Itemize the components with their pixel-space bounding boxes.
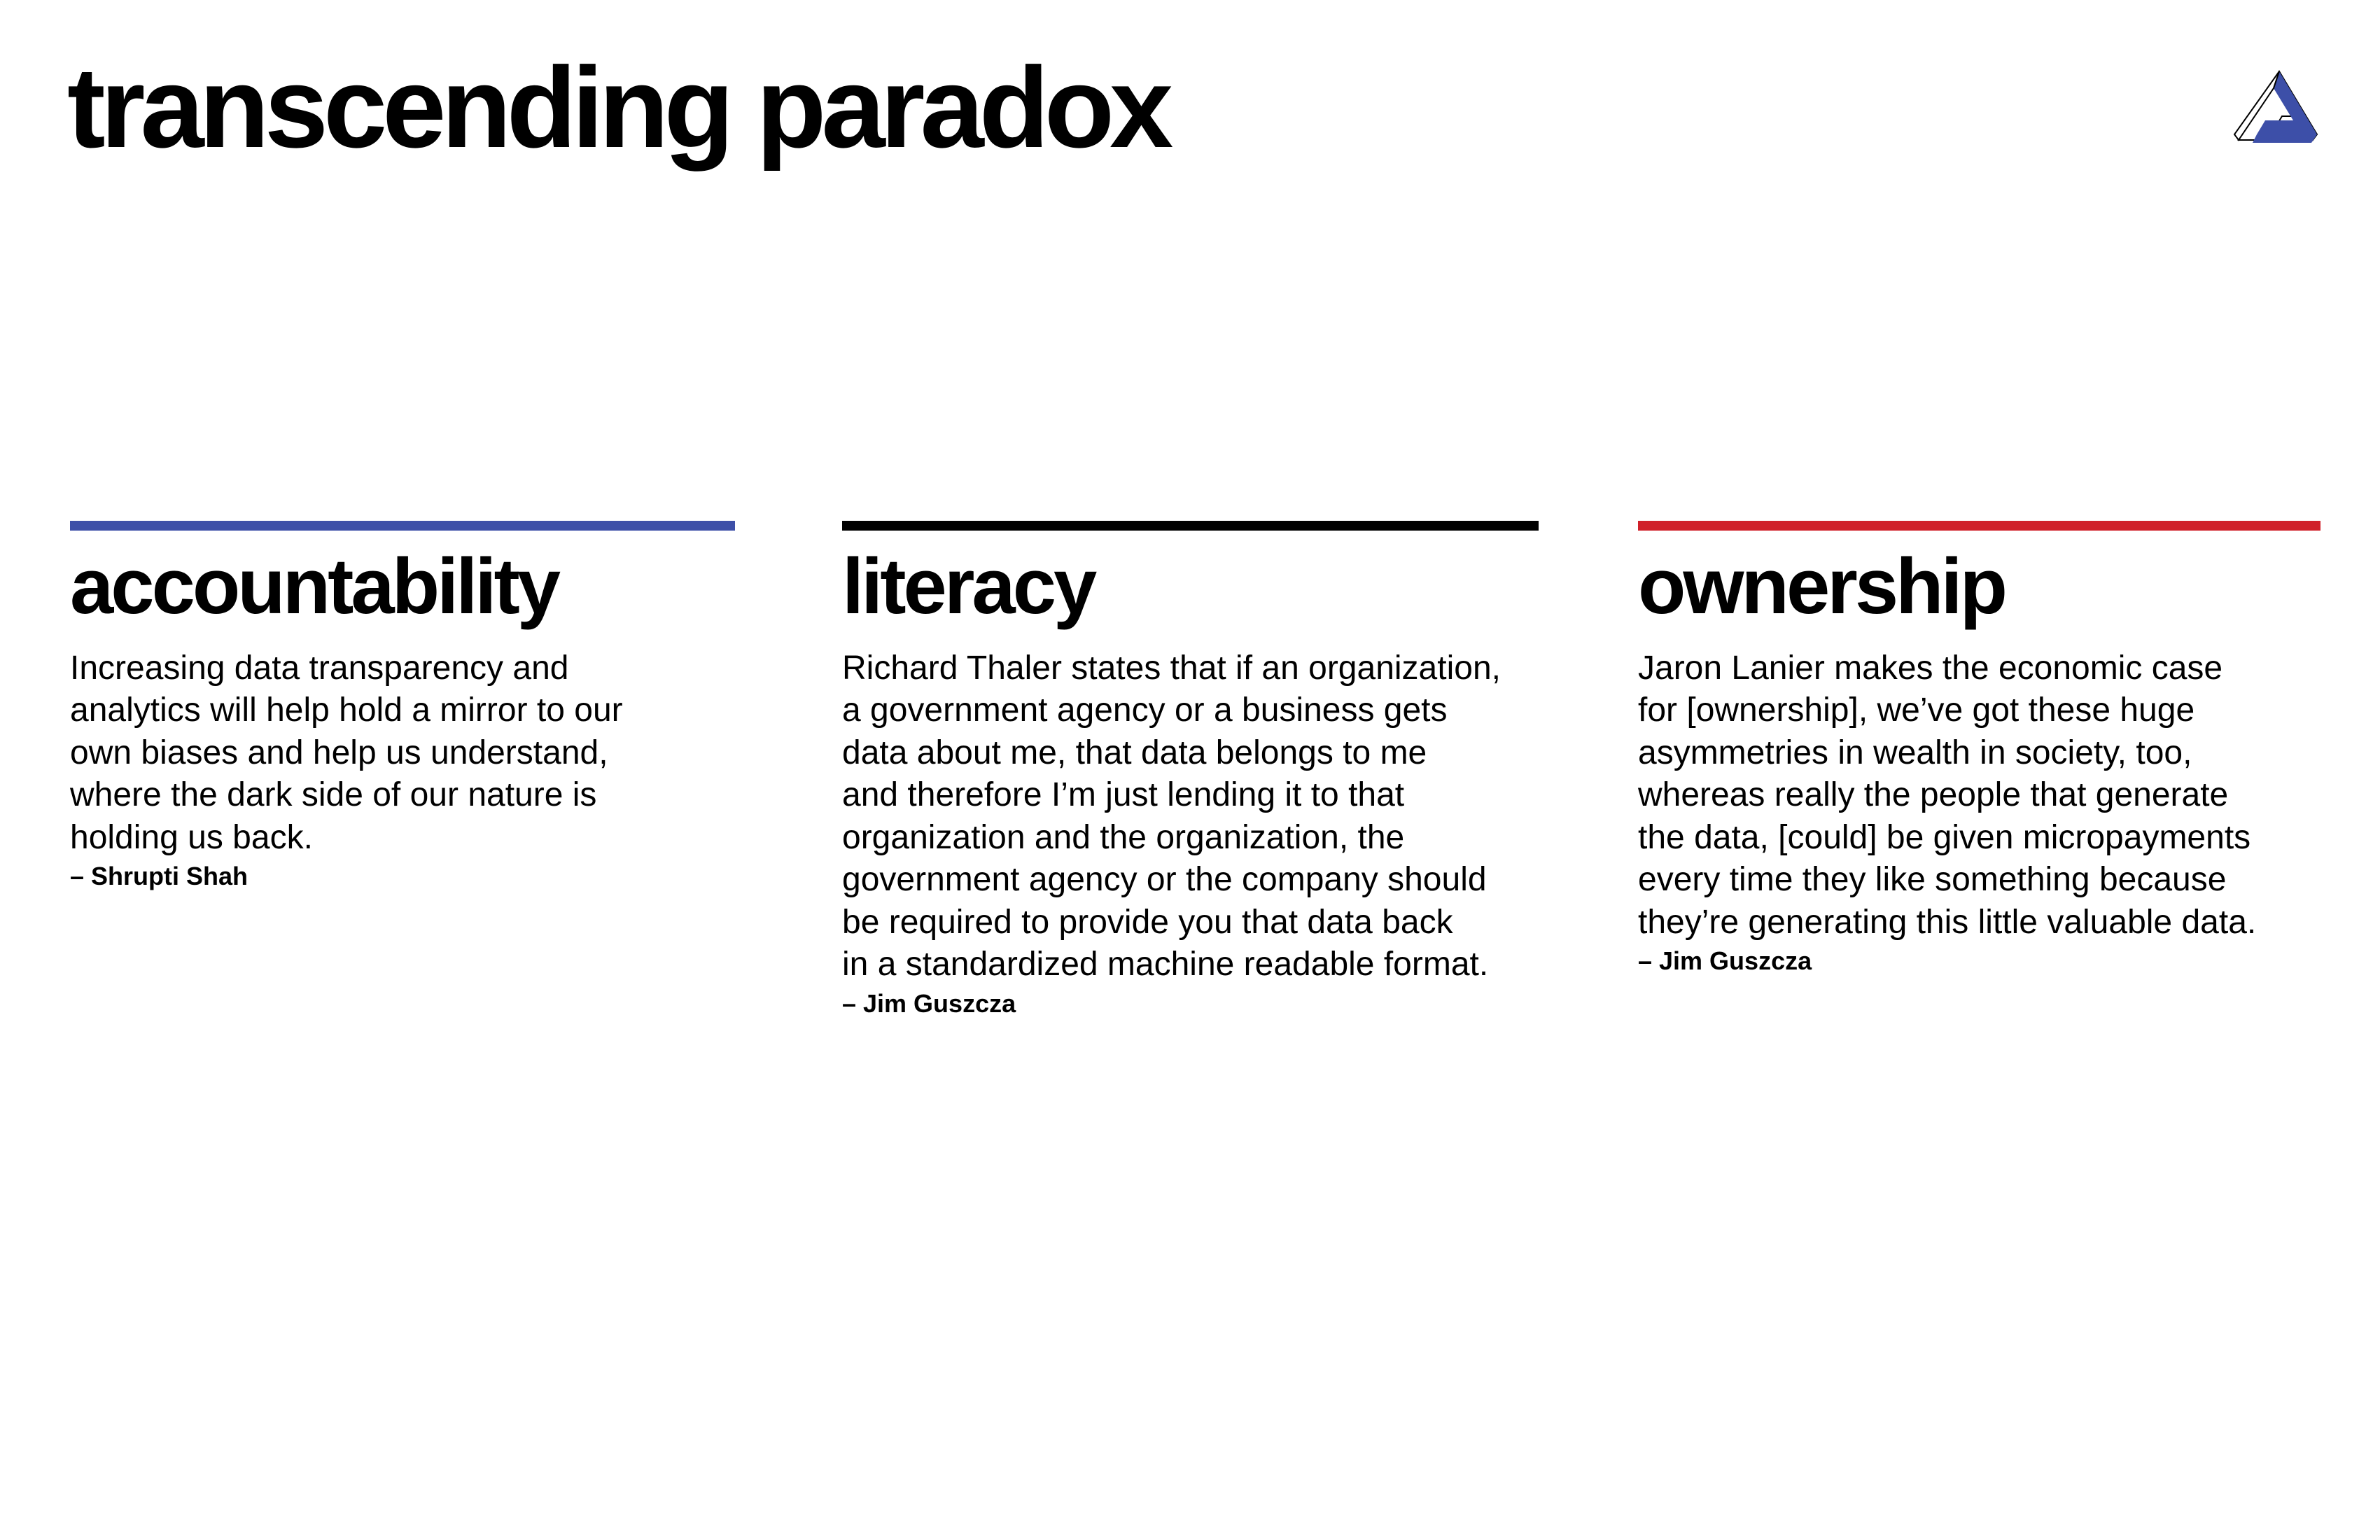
quote-line: they’re generating this little valuable …: [1638, 903, 2257, 941]
quote-line: where the dark side of our nature is: [70, 776, 597, 814]
black-rule: [842, 521, 1539, 531]
quote-line: for [ownership], we’ve got these huge: [1638, 692, 2195, 729]
quote-line: Increasing data transparency and: [70, 649, 569, 687]
quote-ownership: Jaron Lanier makes the economic case for…: [1638, 648, 2320, 944]
attribution-shrupti-shah: – Shrupti Shah: [70, 862, 248, 891]
triangle-logo-icon: [2232, 67, 2318, 146]
column-accountability: accountability Increasing data transpare…: [70, 521, 735, 893]
quote-line: be required to provide you that data bac…: [842, 903, 1453, 941]
column-ownership: ownership Jaron Lanier makes the economi…: [1638, 521, 2320, 978]
quote-line: and therefore I’m just lending it to tha…: [842, 776, 1405, 814]
quote-line: in a standardized machine readable forma…: [842, 946, 1489, 983]
quote-line: holding us back.: [70, 818, 313, 856]
quote-accountability: Increasing data transparency and analyti…: [70, 648, 735, 860]
heading-literacy: literacy: [842, 542, 1097, 630]
page-title: transcending paradox: [67, 43, 1173, 172]
column-literacy: literacy Richard Thaler states that if a…: [842, 521, 1539, 1021]
quote-line: own biases and help us understand,: [70, 734, 608, 771]
quote-line: the data, [could] be given micropayments: [1638, 818, 2251, 856]
blue-rule: [70, 521, 735, 531]
red-rule: [1638, 521, 2320, 531]
quote-line: organization and the organization, the: [842, 818, 1405, 856]
quote-line: Richard Thaler states that if an organiz…: [842, 649, 1501, 687]
quote-line: analytics will help hold a mirror to our: [70, 692, 623, 729]
quote-line: government agency or the company should: [842, 861, 1487, 899]
quote-line: data about me, that data belongs to me: [842, 734, 1427, 771]
attribution-jim-guszcza: – Jim Guszcza: [1638, 946, 1812, 976]
heading-accountability: accountability: [70, 542, 561, 630]
quote-line: asymmetries in wealth in society, too,: [1638, 734, 2192, 771]
quote-line: whereas really the people that generate: [1638, 776, 2229, 814]
quote-literacy: Richard Thaler states that if an organiz…: [842, 648, 1539, 986]
quote-line: every time they like something because: [1638, 861, 2227, 899]
quote-line: Jaron Lanier makes the economic case: [1638, 649, 2223, 687]
attribution-jim-guszcza: – Jim Guszcza: [842, 988, 1016, 1018]
quote-line: a government agency or a business gets: [842, 692, 1448, 729]
heading-ownership: ownership: [1638, 542, 2008, 630]
